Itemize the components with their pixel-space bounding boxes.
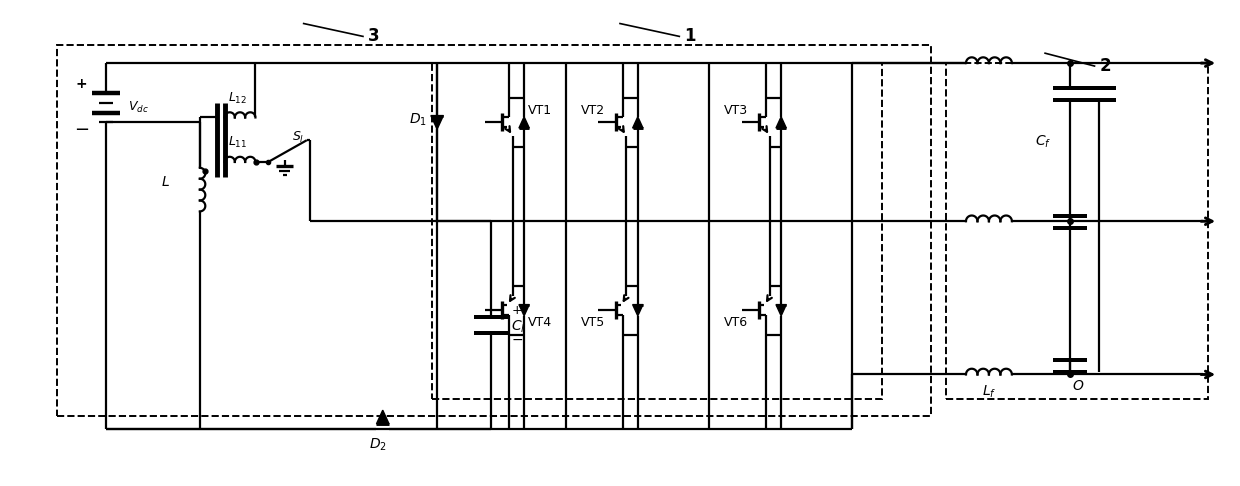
Text: $D_2$: $D_2$ bbox=[368, 436, 387, 453]
Polygon shape bbox=[520, 305, 529, 316]
Text: $S_l$: $S_l$ bbox=[293, 130, 305, 145]
Text: +: + bbox=[511, 304, 522, 317]
Text: 2: 2 bbox=[1100, 57, 1111, 75]
Text: VT5: VT5 bbox=[580, 315, 605, 329]
Text: $C_l$: $C_l$ bbox=[511, 319, 526, 335]
Text: $O$: $O$ bbox=[1071, 380, 1084, 393]
Text: VT1: VT1 bbox=[528, 104, 552, 117]
Polygon shape bbox=[377, 410, 389, 424]
Text: 3: 3 bbox=[368, 27, 379, 45]
Text: $L_{11}$: $L_{11}$ bbox=[227, 135, 247, 150]
Text: $V_{dc}$: $V_{dc}$ bbox=[128, 100, 149, 115]
Polygon shape bbox=[430, 116, 444, 129]
Text: $C_f$: $C_f$ bbox=[1035, 134, 1052, 150]
Text: $D_1$: $D_1$ bbox=[409, 111, 428, 128]
Polygon shape bbox=[632, 117, 644, 128]
Polygon shape bbox=[632, 305, 644, 316]
Polygon shape bbox=[776, 117, 786, 128]
Text: $L$: $L$ bbox=[161, 174, 170, 189]
Text: $L_{12}$: $L_{12}$ bbox=[227, 90, 247, 105]
Polygon shape bbox=[520, 117, 529, 128]
Text: 1: 1 bbox=[684, 27, 696, 45]
Text: VT6: VT6 bbox=[724, 315, 748, 329]
Text: $L_f$: $L_f$ bbox=[982, 384, 996, 400]
Text: −: − bbox=[73, 122, 89, 139]
Polygon shape bbox=[776, 305, 786, 316]
Text: VT2: VT2 bbox=[580, 104, 605, 117]
Text: +: + bbox=[76, 77, 87, 91]
Text: VT3: VT3 bbox=[724, 104, 748, 117]
Text: −: − bbox=[511, 333, 523, 347]
Text: VT4: VT4 bbox=[528, 315, 552, 329]
